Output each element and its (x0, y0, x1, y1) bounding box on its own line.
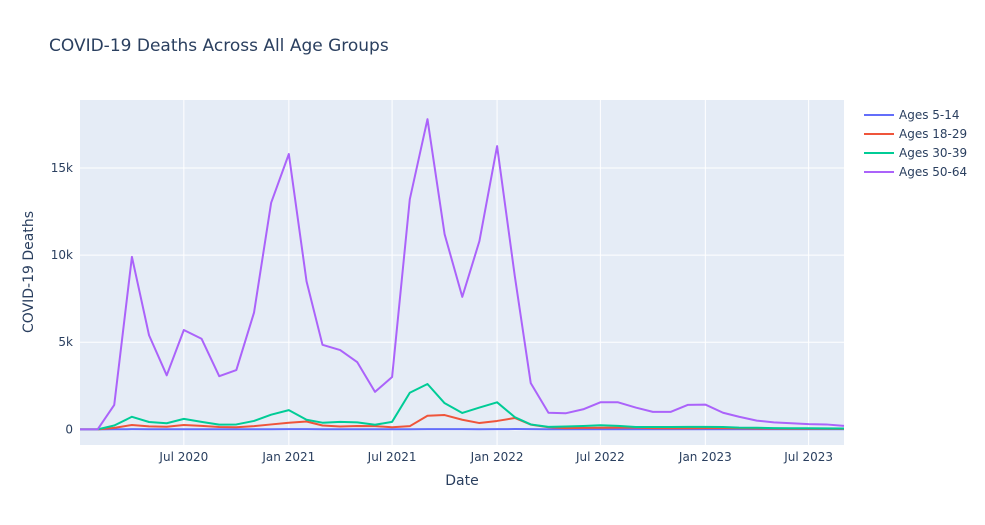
chart-title: COVID-19 Deaths Across All Age Groups (49, 36, 389, 56)
series-line-2 (80, 414, 845, 431)
x-tick-label: Jan 2022 (470, 450, 524, 464)
plot-area (80, 100, 844, 445)
legend-label: Ages 30-39 (899, 146, 967, 160)
y-axis-ticks: 0 5k 10k 15k (51, 161, 73, 436)
legend-label: Ages 50-64 (899, 165, 967, 179)
series-line-4 (80, 118, 845, 431)
x-axis-ticks: Jul 2020 Jan 2021 Jul 2021 Jan 2022 Jul 2022… (158, 450, 833, 464)
y-tick-label: 0 (65, 422, 73, 436)
x-tick-label: Jan 2021 (261, 450, 315, 464)
series-line-3 (80, 383, 845, 431)
y-tick-label: 10k (51, 248, 73, 262)
y-tick-label: 15k (51, 161, 73, 175)
legend-label: Ages 18-29 (899, 127, 967, 141)
x-tick-label: Jul 2020 (158, 450, 208, 464)
legend-item[interactable]: Ages 5-14 (864, 108, 960, 122)
legend-item[interactable]: Ages 18-29 (864, 127, 967, 141)
x-tick-label: Jul 2022 (575, 450, 625, 464)
legend-item[interactable]: Ages 50-64 (864, 165, 967, 179)
x-axis-title: Date (445, 473, 478, 489)
x-tick-label: Jul 2023 (783, 450, 833, 464)
y-tick-label: 5k (58, 335, 73, 349)
x-tick-label: Jul 2021 (367, 450, 417, 464)
legend[interactable]: Ages 5-14 Ages 18-29 Ages 30-39 Ages 50-64 (864, 108, 967, 179)
series-lines (80, 118, 845, 431)
legend-item[interactable]: Ages 30-39 (864, 146, 967, 160)
legend-label: Ages 5-14 (899, 108, 960, 122)
x-tick-label: Jan 2023 (678, 450, 732, 464)
y-axis-title: COVID-19 Deaths (21, 211, 37, 333)
